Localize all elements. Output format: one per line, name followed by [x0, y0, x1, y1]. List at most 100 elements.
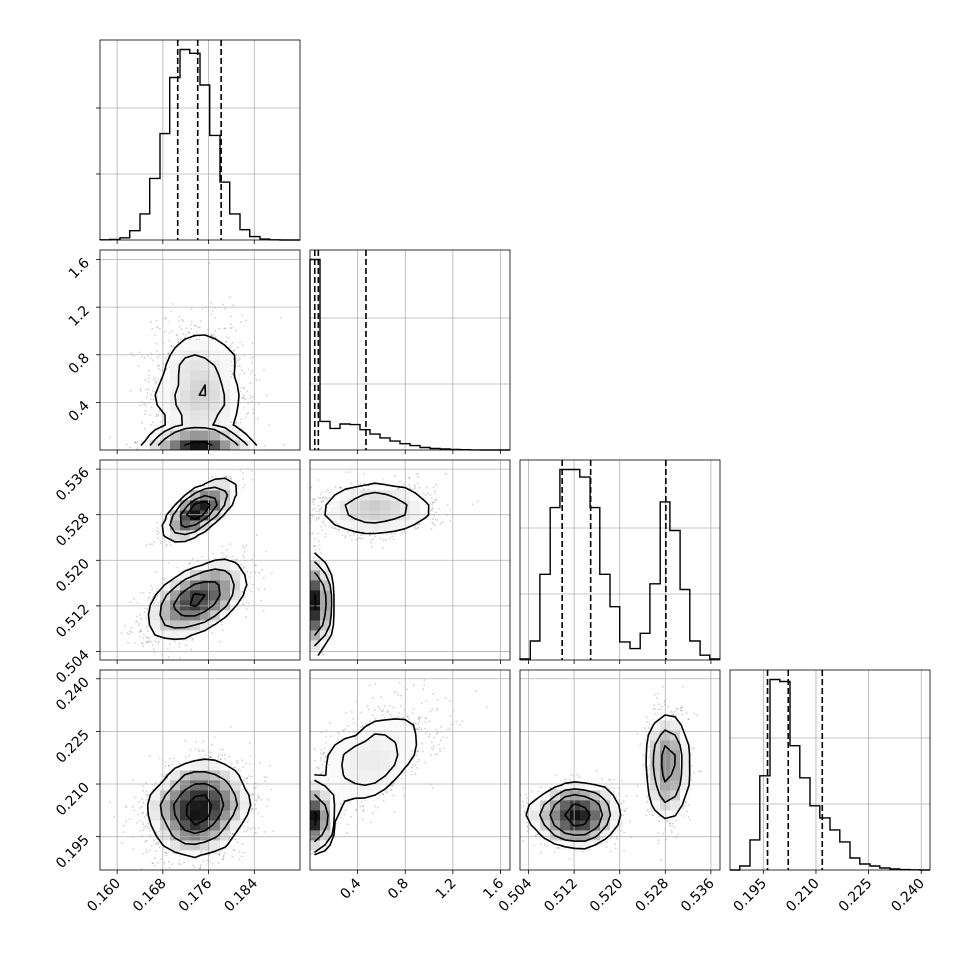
- scatter-point: [129, 630, 131, 633]
- scatter-point: [131, 631, 133, 634]
- scatter-point: [211, 475, 214, 478]
- scatter-point: [173, 640, 176, 643]
- scatter-point: [223, 451, 225, 453]
- scatter-point: [194, 631, 197, 633]
- scatter-point: [230, 454, 232, 456]
- scatter-point: [179, 451, 181, 453]
- scatter-point: [268, 424, 270, 426]
- scatter-point: [249, 382, 252, 385]
- scatter-point: [238, 456, 240, 458]
- scatter-point: [252, 356, 255, 359]
- scatter-point: [183, 451, 185, 453]
- scatter-point: [206, 457, 208, 459]
- scatter-point: [137, 365, 140, 368]
- scatter-point: [171, 450, 173, 452]
- scatter-point: [143, 356, 146, 359]
- scatter-point: [214, 330, 217, 332]
- scatter-point: [181, 318, 184, 321]
- scatter-point: [245, 319, 248, 322]
- scatter-point: [141, 642, 143, 645]
- scatter-point: [155, 571, 158, 573]
- scatter-point: [177, 338, 179, 341]
- scatter-point: [136, 602, 139, 604]
- scatter-point: [179, 657, 182, 660]
- scatter-point: [250, 590, 253, 593]
- scatter-point: [198, 454, 200, 456]
- scatter-point: [155, 326, 158, 328]
- scatter-point: [264, 445, 266, 447]
- scatter-point: [166, 451, 168, 453]
- scatter-point: [138, 631, 141, 633]
- scatter-point: [179, 451, 181, 453]
- scatter-point: [222, 303, 225, 306]
- scatter-point: [258, 403, 260, 406]
- scatter-point: [172, 491, 174, 493]
- scatter-point: [205, 461, 207, 463]
- scatter-point: [196, 331, 199, 333]
- scatter-point: [225, 340, 227, 343]
- scatter-point: [166, 647, 169, 650]
- scatter-point: [153, 390, 156, 393]
- scatter-point: [139, 388, 142, 390]
- scatter-point: [201, 451, 203, 453]
- scatter-point: [243, 372, 246, 375]
- scatter-point: [179, 451, 181, 453]
- scatter-point: [156, 450, 158, 452]
- scatter-point: [173, 456, 175, 458]
- scatter-point: [152, 378, 155, 381]
- scatter-point: [212, 452, 214, 454]
- scatter-point: [236, 452, 238, 454]
- scatter-point: [129, 601, 132, 604]
- scatter-point: [221, 458, 223, 460]
- scatter-point: [211, 632, 213, 634]
- scatter-point: [150, 476, 152, 478]
- scatter-point: [207, 454, 209, 456]
- scatter-point: [242, 387, 245, 390]
- scatter-point: [242, 397, 245, 399]
- scatter-point: [133, 597, 135, 600]
- scatter-point: [197, 326, 200, 328]
- scatter-point: [249, 395, 252, 397]
- scatter-point: [283, 443, 285, 446]
- scatter-point: [140, 591, 142, 594]
- scatter-point: [139, 613, 142, 616]
- scatter-point: [197, 462, 199, 464]
- scatter-point: [225, 476, 228, 479]
- scatter-point: [147, 369, 150, 372]
- scatter-point: [150, 423, 153, 426]
- scatter-point: [196, 452, 198, 454]
- scatter-point: [180, 328, 183, 330]
- scatter-point: [221, 629, 224, 632]
- scatter-point: [192, 333, 195, 336]
- scatter-point: [225, 556, 227, 559]
- scatter-point: [230, 360, 232, 363]
- scatter-point: [146, 392, 149, 394]
- scatter-point: [231, 428, 234, 430]
- scatter-point: [245, 455, 247, 457]
- scatter-point: [232, 555, 235, 558]
- scatter-point: [193, 455, 195, 457]
- scatter-point: [211, 334, 213, 337]
- scatter-point: [270, 572, 273, 575]
- scatter-point: [232, 304, 235, 306]
- scatter-point: [220, 463, 222, 465]
- scatter-point: [238, 365, 241, 368]
- scatter-point: [241, 396, 243, 399]
- scatter-point: [228, 296, 231, 299]
- scatter-point: [195, 451, 197, 453]
- scatter-point: [256, 417, 259, 420]
- scatter-point: [243, 547, 246, 550]
- scatter-point: [171, 345, 174, 348]
- scatter-point: [185, 644, 187, 647]
- scatter-point: [242, 545, 245, 548]
- scatter-point: [164, 357, 167, 360]
- scatter-point: [216, 451, 218, 453]
- scatter-point: [155, 415, 158, 418]
- scatter-point: [260, 600, 263, 602]
- scatter-point: [211, 333, 213, 336]
- scatter-point: [261, 569, 263, 572]
- scatter-point: [190, 307, 193, 310]
- scatter-point: [130, 626, 133, 629]
- scatter-point: [171, 330, 174, 333]
- scatter-point: [235, 357, 238, 360]
